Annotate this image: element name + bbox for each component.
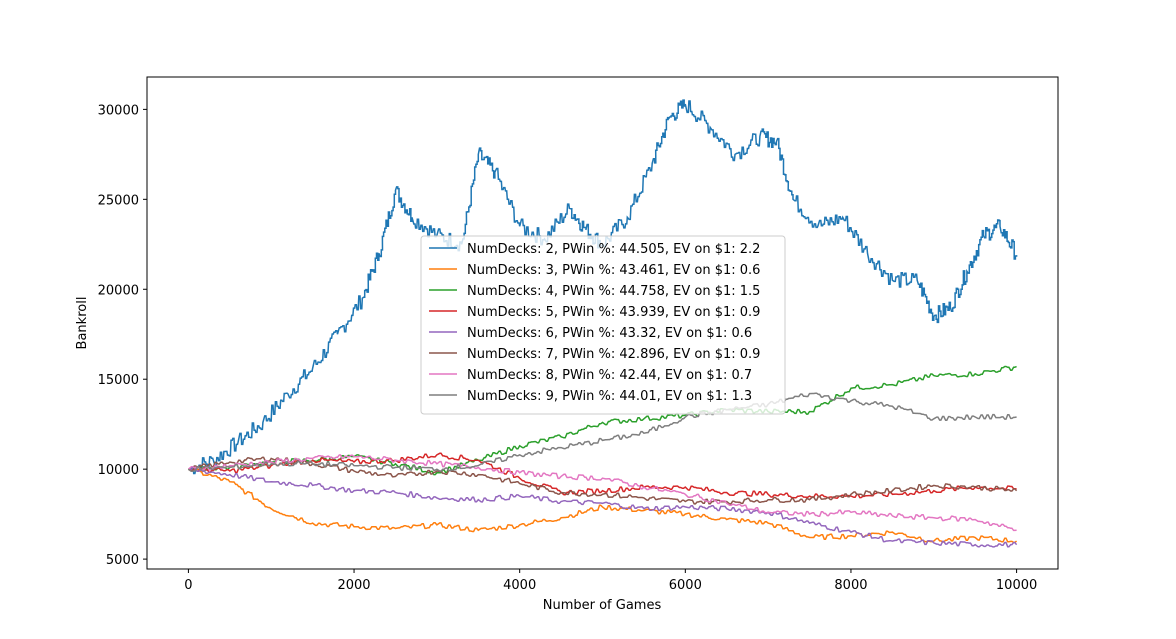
series-line-1	[188, 99, 1018, 475]
legend-label-7: NumDecks: 8, PWin %: 42.44, EV on $1: 0.…	[467, 368, 752, 383]
legend-label-6: NumDecks: 7, PWin %: 42.896, EV on $1: 0…	[467, 347, 760, 362]
legend-label-8: NumDecks: 9, PWin %: 44.01, EV on $1: 1.…	[467, 389, 752, 404]
legend-label-4: NumDecks: 5, PWin %: 43.939, EV on $1: 0…	[467, 305, 760, 320]
x-axis-label: Number of Games	[543, 598, 662, 613]
x-tick-label: 0	[184, 578, 192, 593]
legend-label-1: NumDecks: 2, PWin %: 44.505, EV on $1: 2…	[467, 242, 760, 257]
y-tick-label: 30000	[98, 103, 139, 118]
series-line-7	[187, 454, 1017, 532]
series-line-2	[188, 468, 1018, 544]
y-tick-label: 10000	[98, 463, 139, 478]
y-tick-label: 25000	[98, 193, 139, 208]
y-axis: 5000 10000 15000 20000 25000 30000	[98, 103, 147, 568]
plot-frame	[146, 76, 1059, 570]
x-tick-label: 10000	[996, 578, 1037, 593]
x-tick-label: 2000	[337, 578, 370, 593]
legend-label-2: NumDecks: 3, PWin %: 43.461, EV on $1: 0…	[467, 263, 760, 278]
legend-box	[420, 235, 786, 415]
y-tick-label: 20000	[98, 283, 139, 298]
y-tick-label: 15000	[98, 373, 139, 388]
y-axis-label: Bankroll	[75, 297, 90, 350]
x-axis: 0 2000 4000 6000 8000 10000	[184, 569, 1037, 593]
legend-label-3: NumDecks: 4, PWin %: 44.758, EV on $1: 1…	[467, 284, 760, 299]
legend-label-5: NumDecks: 6, PWin %: 43.32, EV on $1: 0.…	[467, 326, 752, 341]
series-layer	[187, 99, 1018, 548]
x-tick-label: 6000	[669, 578, 702, 593]
y-tick-label: 5000	[106, 553, 139, 568]
legend: NumDecks: 2, PWin %: 44.505, EV on $1: 2…	[420, 235, 786, 415]
series-line-6	[187, 456, 1018, 505]
series-line-5	[188, 467, 1018, 548]
series-line-8	[187, 392, 1017, 473]
x-tick-label: 8000	[834, 578, 867, 593]
x-tick-label: 4000	[503, 578, 536, 593]
